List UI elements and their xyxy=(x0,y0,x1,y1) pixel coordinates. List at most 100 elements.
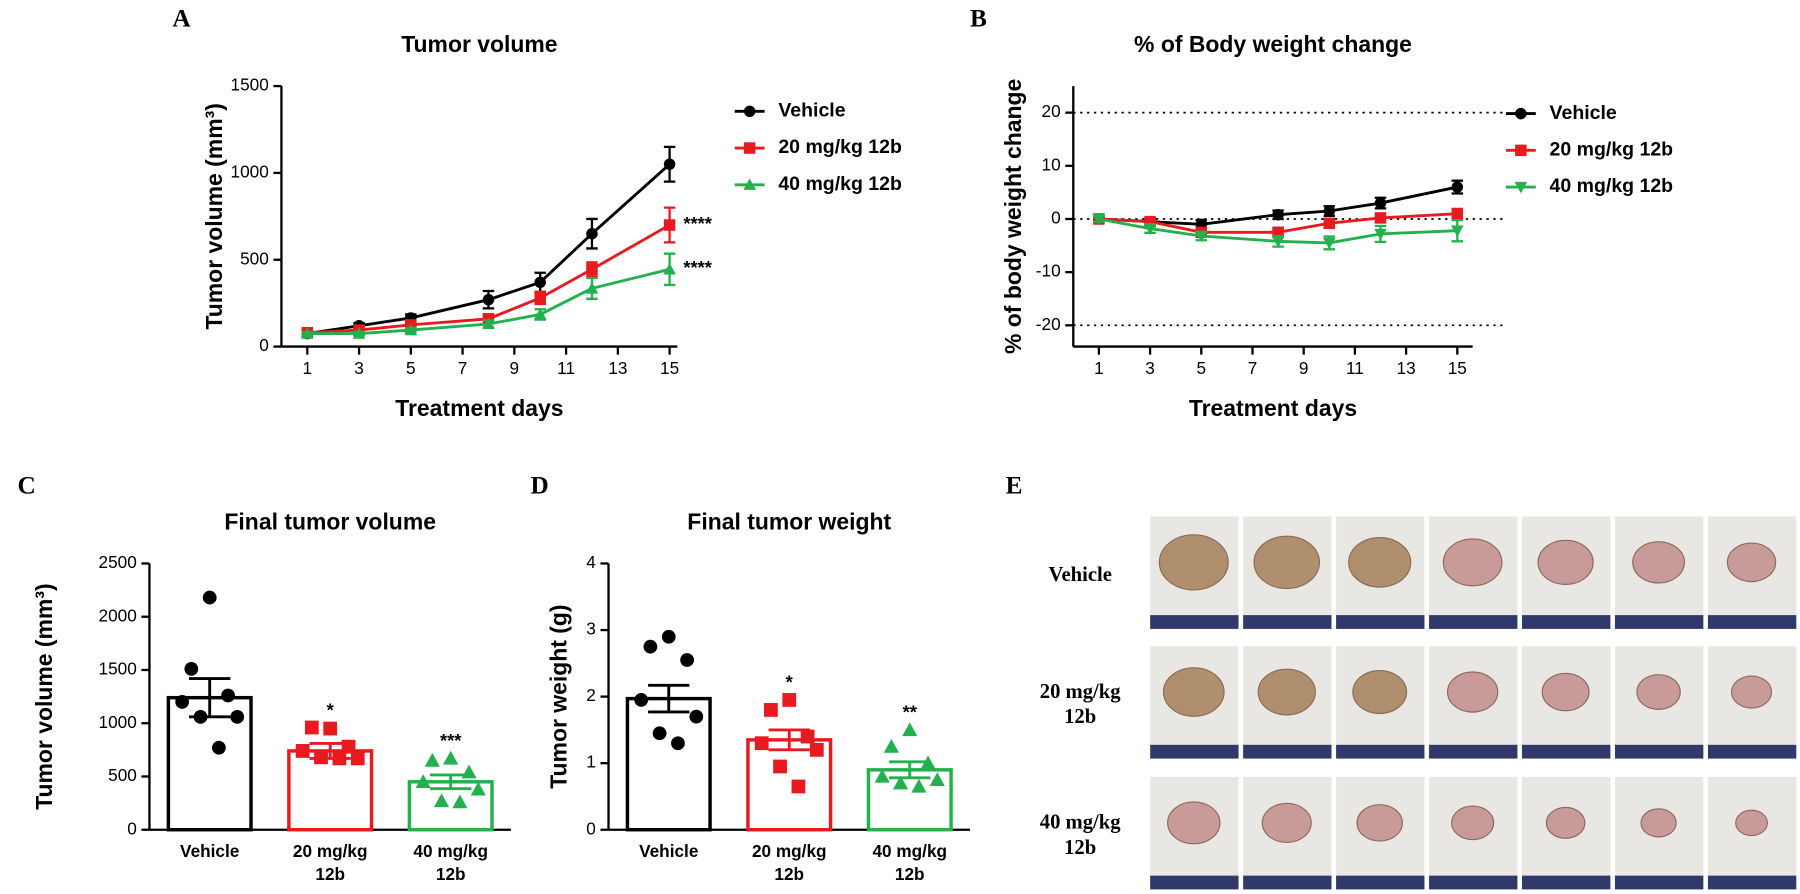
chart-title: Final tumor volume xyxy=(224,508,436,534)
tumor xyxy=(1257,668,1316,716)
legend-label: Vehicle xyxy=(778,99,845,121)
ruler xyxy=(1336,615,1425,629)
tumor xyxy=(1541,672,1590,712)
x-tick-label: 12b xyxy=(774,864,804,884)
tumor xyxy=(1442,538,1503,587)
marker xyxy=(1272,226,1284,239)
marker xyxy=(314,750,328,765)
tumor xyxy=(1158,534,1229,591)
marker xyxy=(791,779,806,794)
tumor-photo xyxy=(1336,776,1425,890)
marker xyxy=(754,736,769,751)
tumor xyxy=(1162,667,1225,717)
tumor-photo xyxy=(1614,516,1704,629)
ruler xyxy=(1429,744,1518,759)
marker xyxy=(1374,197,1387,209)
significance-label: ** xyxy=(903,702,918,723)
y-tick-label: 0 xyxy=(127,818,137,838)
ruler xyxy=(1243,875,1332,890)
tumor-photo xyxy=(1429,776,1518,890)
marker xyxy=(202,590,217,605)
marker xyxy=(743,105,756,118)
ruler xyxy=(1243,744,1332,759)
ruler xyxy=(1150,615,1239,629)
marker xyxy=(534,276,546,289)
error-bar xyxy=(648,683,690,714)
tumor xyxy=(1636,674,1681,710)
marker xyxy=(533,308,547,320)
panel-letter: C xyxy=(17,473,35,500)
marker xyxy=(433,793,450,808)
tumor-photo xyxy=(1614,776,1704,890)
tumor xyxy=(1446,671,1499,713)
marker xyxy=(482,317,495,330)
significance-label: **** xyxy=(683,213,712,234)
marker xyxy=(743,178,756,190)
marker xyxy=(586,263,598,276)
ruler xyxy=(1336,744,1425,759)
tumor xyxy=(1451,805,1495,841)
marker xyxy=(1514,181,1528,194)
marker xyxy=(1451,181,1464,193)
y-tick-label: 2500 xyxy=(99,552,137,572)
marker xyxy=(585,282,599,294)
x-tick-label: Vehicle xyxy=(639,841,698,861)
tumor-photo xyxy=(1336,646,1425,759)
marker xyxy=(341,739,356,754)
y-axis-label: % of body weight change xyxy=(1000,79,1026,354)
y-axis-label: Tumor weight (g) xyxy=(545,604,571,788)
marker xyxy=(634,693,649,707)
tumor xyxy=(1253,535,1321,590)
row-label: Vehicle xyxy=(1048,564,1111,586)
row-label: 12b xyxy=(1064,837,1096,859)
y-tick-label: 0 xyxy=(586,818,596,838)
tumor-photo xyxy=(1522,516,1611,629)
x-tick-label: 15 xyxy=(660,358,679,378)
marker xyxy=(1515,144,1527,157)
marker xyxy=(661,629,676,644)
marker xyxy=(221,688,235,703)
tumor xyxy=(1545,806,1586,839)
legend-label: 40 mg/kg 12b xyxy=(778,173,902,195)
marker xyxy=(663,158,676,170)
y-tick-label: 1500 xyxy=(231,75,269,95)
x-tick-label: 12b xyxy=(436,864,466,884)
ruler xyxy=(1707,875,1797,890)
x-tick-label: 9 xyxy=(510,358,520,378)
tumor xyxy=(1726,542,1777,583)
marker xyxy=(1323,205,1336,217)
marker xyxy=(643,639,658,654)
tumor xyxy=(1261,802,1312,843)
marker xyxy=(211,740,226,755)
ruler xyxy=(1614,875,1704,890)
legend-label: 20 mg/kg 12b xyxy=(778,136,902,158)
x-tick-label: 13 xyxy=(608,358,627,378)
y-tick-label: 4 xyxy=(586,552,596,572)
marker xyxy=(800,729,815,744)
tumor-photo xyxy=(1150,516,1239,629)
panel-letter: A xyxy=(172,5,191,32)
tumor xyxy=(1640,808,1677,838)
y-tick-label: 1000 xyxy=(99,712,137,732)
marker xyxy=(350,751,365,766)
chart-title: Final tumor weight xyxy=(687,508,891,534)
ruler xyxy=(1336,875,1425,890)
marker xyxy=(534,292,546,304)
marker xyxy=(764,703,778,717)
y-tick-label: 10 xyxy=(1042,154,1061,174)
y-tick-label: 20 xyxy=(1042,101,1061,121)
marker xyxy=(920,755,936,770)
marker xyxy=(1323,217,1336,229)
row-label: 20 mg/kg xyxy=(1040,681,1122,703)
marker xyxy=(1451,207,1464,220)
tumor xyxy=(1356,804,1404,842)
ruler xyxy=(1150,875,1239,890)
marker xyxy=(452,794,468,809)
ruler xyxy=(1707,744,1797,759)
marker xyxy=(892,775,909,790)
row-label: 12b xyxy=(1064,706,1096,728)
marker xyxy=(809,742,824,757)
marker xyxy=(300,327,314,339)
ruler xyxy=(1614,744,1704,759)
